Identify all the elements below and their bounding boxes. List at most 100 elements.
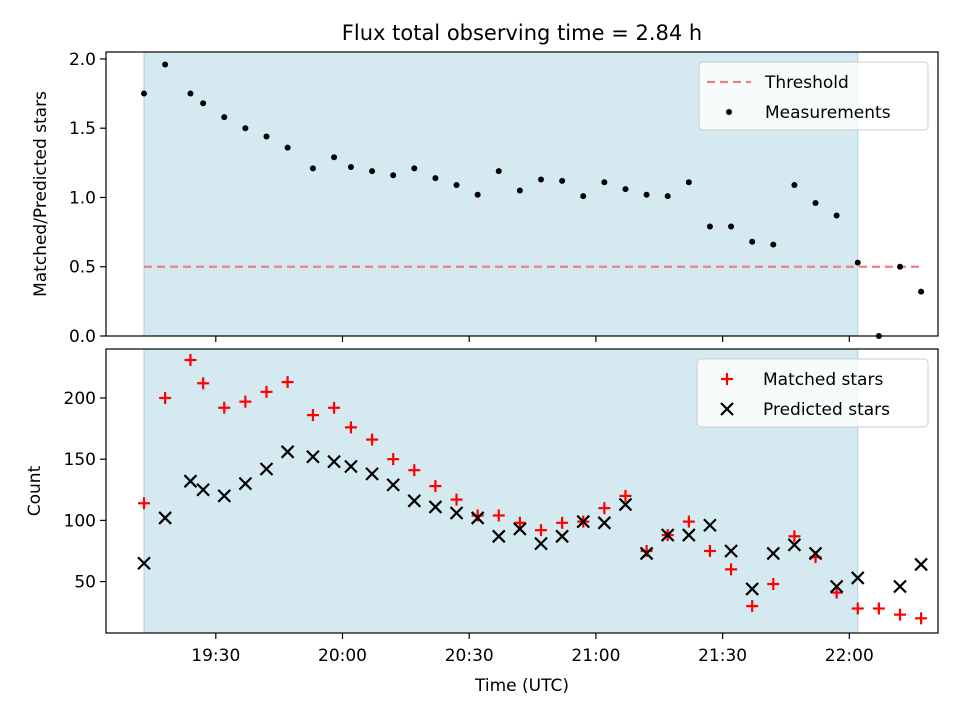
measurement-point bbox=[749, 238, 756, 245]
measurement-point bbox=[728, 223, 735, 230]
count-axes-frame bbox=[105, 348, 939, 634]
x-tick-label: 19:30 bbox=[191, 646, 240, 666]
predicted-star-point bbox=[196, 482, 210, 497]
matched-star-point bbox=[619, 489, 632, 502]
matched-star-point bbox=[915, 612, 928, 625]
predicted-star-point bbox=[534, 536, 548, 551]
measurement-point bbox=[331, 154, 338, 161]
count-legend: Matched stars Predicted stars bbox=[696, 358, 929, 428]
measurement-point bbox=[791, 181, 798, 188]
predicted-star-point bbox=[306, 449, 320, 464]
matched-star-point bbox=[344, 421, 357, 434]
measurement-point bbox=[601, 179, 608, 186]
x-tick-label: 20:30 bbox=[445, 646, 494, 666]
predicted-star-point bbox=[491, 529, 506, 544]
y-tick-label: 200 bbox=[64, 389, 96, 409]
matched-star-point bbox=[788, 530, 801, 543]
measurement-point bbox=[432, 175, 439, 182]
measurement-point bbox=[242, 125, 249, 132]
predicted-star-point bbox=[766, 546, 781, 561]
predicted-star-point bbox=[829, 579, 844, 594]
measurement-point bbox=[896, 263, 903, 270]
measurement-point bbox=[187, 90, 194, 97]
measurement-point bbox=[411, 165, 418, 172]
y-tick-label: 1.5 bbox=[69, 119, 96, 139]
y-tick-label: 150 bbox=[64, 450, 96, 470]
matched-star-point bbox=[893, 608, 906, 621]
legend-label: Threshold bbox=[764, 73, 849, 93]
predicted-star-point bbox=[787, 538, 802, 552]
legend-label: Matched stars bbox=[763, 370, 883, 390]
matched-star-point bbox=[281, 376, 294, 389]
predicted-star-point bbox=[428, 500, 443, 514]
measurement-point bbox=[770, 241, 777, 248]
predicted-star-point bbox=[217, 489, 232, 503]
predicted-star-point bbox=[724, 544, 738, 558]
matched-star-point bbox=[197, 377, 210, 390]
matched-star-point bbox=[872, 602, 885, 615]
measurement-point bbox=[854, 259, 861, 266]
x-tick-label: 21:00 bbox=[571, 646, 620, 666]
matched-star-point bbox=[239, 395, 252, 408]
matched-star-point bbox=[450, 493, 463, 506]
x-tick-label: 21:30 bbox=[698, 646, 747, 666]
legend-label: Predicted stars bbox=[763, 400, 890, 420]
measurement-point bbox=[833, 212, 840, 219]
matched-star-point bbox=[408, 464, 421, 477]
matched-star-point bbox=[328, 401, 341, 414]
predicted-star-point bbox=[470, 511, 485, 525]
matched-star-point bbox=[851, 602, 864, 615]
x-axis-label: Time (UTC) bbox=[474, 676, 569, 696]
measurement-point bbox=[221, 114, 228, 121]
matched-star-point bbox=[535, 524, 548, 537]
legend-measurement-swatch bbox=[726, 109, 732, 115]
measurement-point bbox=[643, 191, 650, 198]
predicted-star-point bbox=[365, 467, 379, 481]
measurement-point bbox=[559, 177, 566, 184]
ratio-axes-frame bbox=[105, 51, 939, 337]
y-tick-label: 0.0 bbox=[69, 327, 96, 347]
measurement-point bbox=[495, 168, 502, 175]
measurement-point bbox=[516, 187, 523, 194]
legend-box bbox=[698, 61, 929, 131]
ratio-legend: Threshold Measurements bbox=[698, 61, 929, 131]
predicted-star-point bbox=[808, 546, 823, 561]
matched-star-point bbox=[746, 600, 759, 613]
measurement-point bbox=[284, 144, 291, 151]
matched-star-point bbox=[306, 409, 319, 422]
predicted-star-point bbox=[618, 497, 633, 512]
predicted-star-point bbox=[513, 522, 527, 536]
predicted-star-point bbox=[407, 494, 422, 508]
matched-star-point bbox=[598, 502, 611, 515]
measurement-point bbox=[369, 168, 376, 175]
x-tick-label: 22:00 bbox=[825, 646, 874, 666]
matched-star-point bbox=[159, 391, 172, 404]
matched-star-point bbox=[138, 497, 151, 510]
matched-star-point bbox=[218, 401, 231, 414]
matched-star-point bbox=[703, 544, 716, 557]
predicted-star-point bbox=[576, 514, 591, 529]
matched-star-point bbox=[556, 516, 569, 529]
predicted-star-point bbox=[682, 528, 696, 542]
measurement-point bbox=[538, 176, 545, 183]
y-tick-label: 100 bbox=[64, 511, 96, 531]
measurement-point bbox=[162, 61, 169, 68]
predicted-star-point bbox=[259, 462, 274, 476]
predicted-star-point bbox=[555, 529, 569, 544]
predicted-star-point bbox=[449, 506, 464, 520]
predicted-star-point bbox=[183, 474, 198, 488]
measurement-point bbox=[706, 223, 713, 230]
matched-star-point bbox=[492, 509, 505, 522]
predicted-star-point bbox=[238, 476, 253, 491]
predicted-star-point bbox=[137, 556, 151, 571]
measurement-point bbox=[622, 186, 629, 193]
legend-predicted-swatch bbox=[720, 402, 734, 416]
matched-star-point bbox=[184, 354, 197, 367]
matched-star-point bbox=[830, 586, 843, 599]
matched-star-point bbox=[260, 385, 273, 398]
predicted-star-point bbox=[914, 557, 928, 572]
predicted-star-point bbox=[850, 571, 865, 585]
predicted-star-point bbox=[893, 579, 907, 594]
legend-box bbox=[696, 358, 929, 428]
